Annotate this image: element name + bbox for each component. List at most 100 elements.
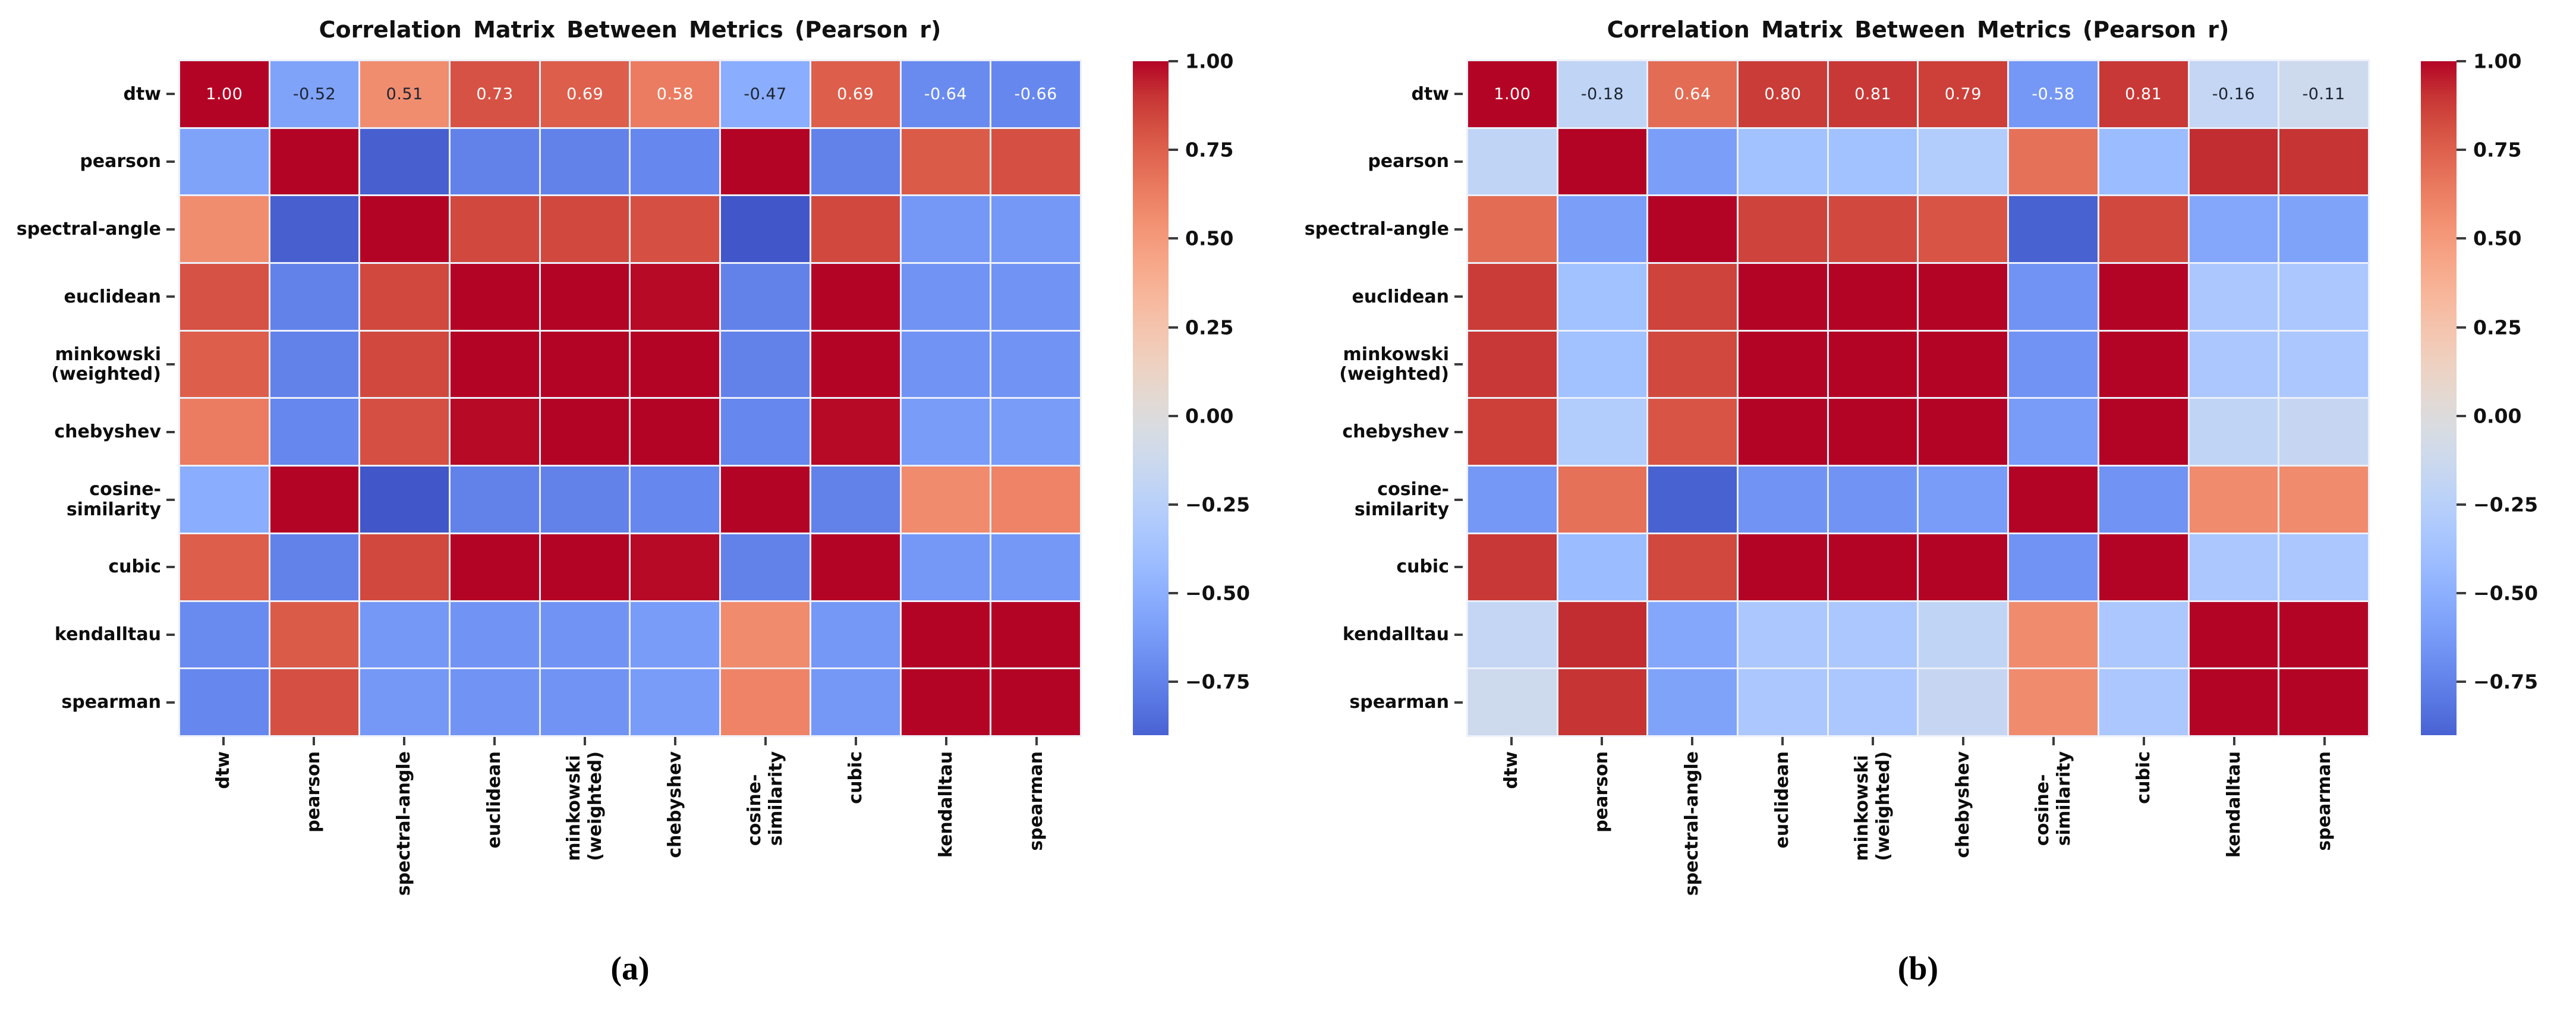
x-tick-label: spearman bbox=[991, 737, 1082, 939]
heatmap-cell bbox=[270, 534, 359, 600]
heatmap-cell bbox=[2099, 264, 2188, 330]
heatmap-cell bbox=[270, 331, 359, 398]
heatmap-cell bbox=[991, 534, 1080, 600]
heatmap-cell bbox=[180, 601, 269, 668]
y-tick-mark bbox=[1454, 701, 1463, 704]
colorbar: 1.00 0.75 0.50 0.25 0.00 −0.25 −0.50 −0.75 bbox=[1133, 50, 1287, 737]
x-tick-label-text: minkowski (weighted) bbox=[1851, 751, 1894, 861]
y-tick-label-text: cubic bbox=[1396, 556, 1449, 578]
heatmap-cell: 0.81 bbox=[2099, 61, 2188, 127]
heatmap-cell bbox=[1468, 196, 1557, 263]
heatmap-cell bbox=[1919, 601, 2008, 668]
x-tick-mark bbox=[1872, 737, 1874, 745]
heatmap-cell bbox=[180, 399, 269, 465]
colorbar-tick-label: 0.25 bbox=[1185, 316, 1234, 339]
heatmap-cell bbox=[1828, 264, 1917, 330]
x-tick-label: kendalltau bbox=[2189, 737, 2279, 939]
heatmap-cell bbox=[360, 196, 449, 263]
x-tick-label-text: pearson bbox=[303, 751, 324, 833]
heatmap-cell bbox=[2009, 128, 2098, 195]
x-tick-label-text: minkowski (weighted) bbox=[563, 751, 606, 861]
heatmap-cell bbox=[540, 534, 629, 600]
panel-a: Correlation Matrix Between Metrics (Pear… bbox=[0, 0, 1288, 988]
x-tick-label-text: cubic bbox=[2133, 751, 2154, 804]
y-tick-label-text: spearman bbox=[1349, 691, 1449, 713]
heatmap-cell bbox=[721, 264, 810, 330]
subfigure-caption: (b) bbox=[1897, 950, 1939, 987]
y-tick-label: dtw bbox=[0, 61, 178, 127]
heatmap-cell bbox=[451, 331, 539, 398]
heatmap-cell: -0.58 bbox=[2009, 61, 2098, 127]
colorbar-tick-mark bbox=[1169, 414, 1178, 417]
heatmap-cell bbox=[2009, 669, 2098, 735]
heatmap-cell bbox=[1558, 467, 1647, 533]
colorbar-tick-label: −0.25 bbox=[1185, 493, 1251, 516]
cell-value: -0.11 bbox=[2302, 84, 2345, 103]
heatmap-cell bbox=[540, 196, 629, 263]
heatmap-cell bbox=[540, 467, 629, 533]
colorbar-tick-mark bbox=[2457, 149, 2466, 152]
colorbar: 1.00 0.75 0.50 0.25 0.00 −0.25 −0.50 −0.75 bbox=[2421, 50, 2575, 737]
heatmap-cell bbox=[1828, 331, 1917, 398]
heatmap-cell bbox=[270, 467, 359, 533]
heatmap-cell bbox=[1468, 331, 1557, 398]
x-tick-mark bbox=[2233, 737, 2235, 745]
heatmap-cell bbox=[1919, 264, 2008, 330]
heatmap-cell bbox=[631, 331, 720, 398]
heatmap-cell bbox=[721, 331, 810, 398]
heatmap-cell bbox=[1468, 399, 1557, 465]
heatmap-cell bbox=[811, 196, 900, 263]
y-tick-mark bbox=[166, 363, 175, 366]
heatmap-cell bbox=[2279, 399, 2368, 465]
colorbar-tick-mark bbox=[1169, 503, 1178, 506]
y-tick-label-text: chebyshev bbox=[54, 421, 161, 443]
x-tick-label: chebyshev bbox=[1918, 737, 2008, 939]
heatmap-cell bbox=[631, 601, 720, 668]
y-tick-label: cosine-similarity bbox=[1288, 467, 1466, 533]
heatmap-cell bbox=[451, 534, 539, 600]
x-tick-mark bbox=[1962, 737, 1964, 745]
heatmap-cell bbox=[1558, 128, 1647, 195]
heatmap-cell bbox=[1648, 196, 1737, 263]
y-tick-label: minkowski (weighted) bbox=[0, 332, 178, 398]
heatmap-cell bbox=[1468, 601, 1557, 668]
panel-b: Correlation Matrix Between Metrics (Pear… bbox=[1288, 0, 2576, 988]
cell-value: 0.64 bbox=[1674, 84, 1711, 103]
heatmap-cell bbox=[2099, 669, 2188, 735]
colorbar-tick-label: −0.50 bbox=[2473, 581, 2539, 605]
heatmap-cell bbox=[2279, 331, 2368, 398]
heatmap-cell bbox=[1919, 128, 2008, 195]
heatmap-cell bbox=[1468, 669, 1557, 735]
heatmap-cell bbox=[270, 264, 359, 330]
x-tick-mark bbox=[584, 737, 586, 745]
heatmap-cell bbox=[901, 399, 990, 465]
heatmap-cell bbox=[540, 399, 629, 465]
heatmap-cell bbox=[2189, 196, 2278, 263]
cell-value: 0.81 bbox=[2125, 84, 2162, 103]
y-tick-mark bbox=[166, 160, 175, 163]
heatmap-cell bbox=[1739, 669, 1827, 735]
cell-value: 0.51 bbox=[386, 84, 423, 103]
heatmap-cell bbox=[2279, 264, 2368, 330]
heatmap-cell: -0.16 bbox=[2189, 61, 2278, 127]
colorbar-tick-label: −0.75 bbox=[1185, 670, 1251, 694]
y-tick-label: spearman bbox=[0, 669, 178, 735]
colorbar-tick-label: 0.75 bbox=[1185, 138, 1234, 162]
heatmap-cell bbox=[721, 128, 810, 195]
heatmap-cell bbox=[451, 128, 539, 195]
plot-title: Correlation Matrix Between Metrics (Pear… bbox=[1607, 17, 2229, 43]
heatmap-cell bbox=[360, 331, 449, 398]
x-tick-label: chebyshev bbox=[630, 737, 720, 939]
heatmap-cell bbox=[1828, 601, 1917, 668]
y-tick-label-text: dtw bbox=[123, 83, 161, 105]
heatmap-cell bbox=[1648, 331, 1737, 398]
x-tick-label-text: cosine-similarity bbox=[2032, 751, 2075, 846]
x-tick-label: euclidean bbox=[449, 737, 540, 939]
x-tick-label: cosine-similarity bbox=[720, 737, 811, 939]
heatmap-cell bbox=[180, 331, 269, 398]
heatmap-cell bbox=[1739, 601, 1827, 668]
colorbar-tick-mark bbox=[2457, 503, 2466, 506]
colorbar-tick-label: −0.25 bbox=[2473, 493, 2539, 516]
heatmap-cell: 0.81 bbox=[1828, 61, 1917, 127]
heatmap-cell bbox=[2279, 601, 2368, 668]
